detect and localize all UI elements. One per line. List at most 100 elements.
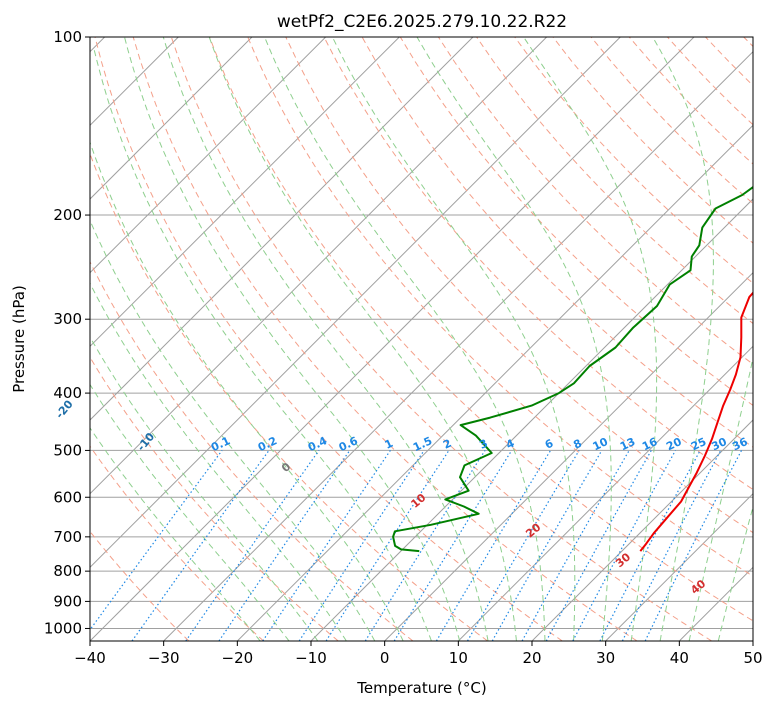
moist-adiabat	[264, 37, 546, 641]
mixing-ratio-label: 6	[543, 437, 556, 452]
mixing-ratio-line	[572, 450, 677, 641]
x-tick-label: 30	[596, 649, 615, 667]
mixing-ratio-label: 36	[730, 435, 750, 453]
mixing-ratio-label: 13	[618, 435, 637, 453]
moist-adiabat	[90, 219, 376, 641]
y-axis: 100 200 300 400 500 600 700 800 900 1000	[44, 28, 90, 637]
isotherm-line	[90, 37, 548, 495]
mixing-ratio-label: 16	[640, 435, 660, 453]
dry-adiabat	[667, 37, 753, 126]
dry-adiabat	[90, 152, 488, 641]
mixing-ratio-label: 0.4	[306, 434, 329, 454]
mixing-ratio-line	[435, 450, 552, 641]
dewpoint-line	[392, 185, 753, 553]
x-tick-label: 40	[670, 649, 689, 667]
dry-adiabat	[209, 37, 753, 622]
x-tick-label: −10	[295, 649, 327, 667]
isotherm-line	[310, 198, 753, 641]
x-tick-label: 10	[449, 649, 468, 667]
y-tick-label: 100	[53, 28, 82, 46]
dry-adiabat	[90, 260, 414, 641]
x-tick-label: 50	[743, 649, 762, 667]
x-tick-label: −30	[148, 649, 180, 667]
y-tick-label: 1000	[44, 619, 82, 637]
moist-adiabat	[652, 37, 714, 641]
mixing-ratio-line	[621, 450, 722, 641]
moist-adiabat	[90, 140, 404, 641]
adiabat-layer	[90, 37, 753, 641]
x-tick-label: −20	[222, 649, 254, 667]
x-tick-label: 0	[380, 649, 390, 667]
isotherm-line	[605, 492, 753, 641]
isotherm-line	[236, 124, 753, 641]
dry-adiabat	[94, 37, 563, 641]
mixing-ratio-line	[521, 450, 630, 641]
moist-adiabat	[162, 37, 489, 641]
grid-layer	[90, 37, 753, 641]
isotherm-line	[90, 37, 253, 200]
moist-adiabat	[90, 383, 290, 641]
moist-adiabat	[124, 37, 461, 641]
mixing-ratio-line	[325, 450, 450, 641]
temperature-line	[639, 291, 753, 552]
series-layer	[392, 185, 753, 553]
moist-adiabat	[688, 355, 753, 641]
moist-adiabat-label: 30	[613, 550, 633, 570]
mixing-ratio-line	[262, 450, 391, 641]
mixing-ratio-line	[131, 450, 270, 641]
y-tick-label: 300	[53, 310, 82, 328]
plot-frame	[89, 36, 754, 642]
moist-adiabat-label: 10	[408, 491, 428, 511]
mixing-ratio-line	[364, 450, 486, 641]
x-axis-label: Temperature (°C)	[356, 679, 486, 697]
dry-adiabat	[170, 37, 712, 641]
y-tick-label: 800	[53, 562, 82, 580]
dry-adiabat	[323, 37, 753, 491]
dry-adiabat	[743, 37, 753, 48]
dry-adiabat	[247, 37, 753, 577]
moist-adiabat	[523, 37, 658, 641]
mixing-ratio-line	[90, 450, 223, 631]
y-tick-label: 400	[53, 384, 82, 402]
dry-adiabat	[90, 530, 190, 641]
mixing-ratio-line	[393, 450, 513, 641]
y-tick-label: 900	[53, 592, 82, 610]
mixing-ratio-label: 0.1	[209, 434, 232, 454]
moist-adiabat-label: 40	[688, 577, 708, 597]
mixing-ratio-label: 0.2	[256, 434, 279, 454]
mixing-ratio-label: 20	[664, 435, 684, 453]
moist-adiabat	[90, 282, 347, 641]
mixing-ratio-line	[545, 450, 652, 641]
mixing-ratio-line	[644, 450, 743, 641]
y-tick-label: 600	[53, 488, 82, 506]
dry-adiabat	[90, 445, 264, 641]
moist-adiabat	[90, 426, 261, 641]
isotherm-line	[90, 37, 400, 348]
isotherm-line	[90, 37, 474, 421]
moist-adiabat	[93, 49, 432, 641]
mixing-ratio-label: 1	[383, 437, 395, 452]
mixing-ratio-line	[185, 450, 320, 641]
dry-adiabat	[132, 37, 638, 641]
isotherm-line	[457, 345, 753, 641]
moist-adiabat	[331, 37, 576, 641]
isotherm-line	[384, 271, 753, 641]
x-tick-label: −40	[74, 649, 106, 667]
mixing-ratio-line	[218, 450, 351, 641]
y-tick-label: 500	[53, 441, 82, 459]
x-tick-label: 20	[522, 649, 541, 667]
mixing-ratio-label: 25	[689, 435, 708, 453]
mixing-ratio-label: 10	[591, 435, 611, 453]
isotherm-line	[531, 419, 753, 641]
mixing-ratio-label: 2	[441, 437, 453, 452]
chart-title: wetPf2_C2E6.2025.279.10.22.R22	[277, 12, 567, 32]
mixing-ratio-label: 0.6	[337, 434, 360, 454]
isotherm-line	[163, 50, 753, 641]
isotherm-line	[752, 640, 753, 641]
mixing-ratio-layer	[90, 450, 743, 641]
dry-adiabat	[285, 37, 753, 534]
mixing-ratio-label: 30	[710, 435, 730, 453]
dry-adiabat	[437, 37, 753, 365]
isotherm-line	[90, 37, 621, 569]
